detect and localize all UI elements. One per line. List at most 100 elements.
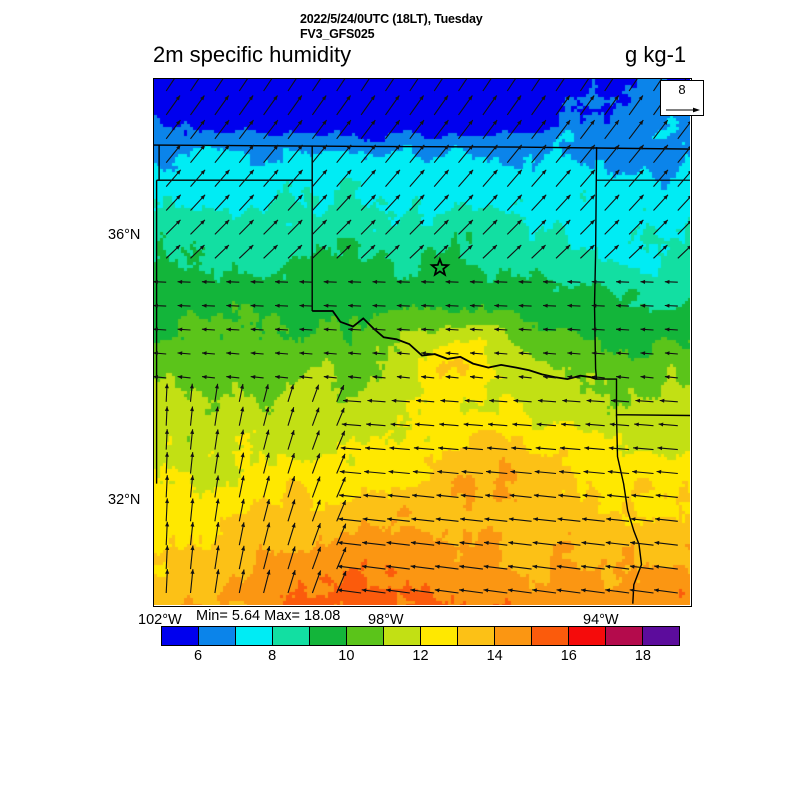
page-title: 2m specific humidity — [153, 42, 352, 67]
wind-vector-arrow — [433, 169, 450, 187]
wind-vector-arrow — [628, 79, 638, 92]
wind-vector-arrow — [287, 384, 294, 402]
wind-vector-arrow — [263, 244, 278, 259]
wind-vector-arrow — [413, 446, 435, 451]
wind-vector-arrow — [177, 327, 191, 332]
lon-tick-98w: 98°W — [368, 612, 404, 628]
wind-vector-arrow — [409, 95, 425, 116]
wind-vector-arrow — [385, 119, 401, 140]
wind-vector-arrow — [634, 422, 654, 427]
wind-vector-arrow — [416, 398, 435, 403]
wind-vector-arrow — [214, 144, 230, 164]
colorbar-tick-16: 16 — [560, 648, 577, 664]
wind-reference-value: 8 — [678, 82, 686, 97]
wind-vector-arrow — [411, 517, 435, 522]
wind-vector-arrow — [458, 144, 474, 164]
wind-vector-arrow — [537, 398, 557, 403]
wind-vector-arrow — [542, 351, 557, 356]
colorbar-segment-10 — [532, 627, 569, 645]
wind-vector-arrow — [534, 469, 557, 475]
map-plot-area[interactable] — [153, 78, 692, 607]
wind-vector-arrow — [412, 469, 435, 475]
wind-vector-arrow — [372, 351, 386, 356]
wind-vector-arrow — [396, 375, 410, 380]
wind-vector-arrow — [165, 521, 170, 546]
wind-vector-arrow — [323, 327, 337, 332]
wind-vector-arrow — [387, 493, 410, 498]
wind-vector-arrow — [609, 422, 630, 427]
wind-vector-arrow — [628, 244, 644, 259]
wind-vector-arrow — [628, 169, 645, 187]
wind-vector-arrow — [438, 446, 459, 451]
colorbar-segment-9 — [495, 627, 532, 645]
wind-vector-arrow — [579, 194, 596, 211]
wind-vector-arrow — [214, 429, 220, 450]
wind-vector-arrow — [460, 517, 483, 522]
wind-vector-arrow — [677, 220, 690, 235]
wind-vector-arrow — [435, 517, 459, 522]
wind-vector-arrow — [580, 244, 595, 259]
wind-vector-arrow — [363, 493, 386, 498]
wind-vector-arrow — [238, 429, 245, 450]
wind-vector-arrow — [506, 119, 522, 140]
wind-vector-arrow — [348, 303, 362, 308]
wind-vector-arrow — [591, 327, 605, 332]
wind-vector-arrow — [608, 446, 630, 451]
wind-vector-arrow — [459, 588, 483, 594]
wind-vector-arrow — [628, 144, 645, 164]
wind-vector-arrow — [340, 446, 362, 451]
wind-vector-arrow — [396, 351, 410, 356]
colorbar-segment-5 — [347, 627, 384, 645]
wind-vector-arrow — [421, 375, 435, 380]
wind-vector-arrow — [214, 383, 219, 402]
station-star-marker[interactable] — [429, 256, 451, 277]
wind-vector-arrow — [214, 244, 230, 259]
colorbar-segment-1 — [199, 627, 236, 645]
wind-vector-arrow — [177, 375, 191, 380]
wind-vector-arrow — [385, 169, 401, 187]
wind-vector-arrow — [214, 545, 220, 570]
wind-vector-arrow — [263, 569, 271, 594]
wind-vector-arrow — [336, 169, 352, 187]
wind-vector-arrow — [189, 429, 195, 450]
wind-vector-arrow — [154, 351, 167, 356]
wind-vector-arrow — [604, 194, 620, 211]
wind-vector-arrow — [165, 194, 182, 211]
wind-vector-arrow — [586, 398, 605, 403]
wind-vector-arrow — [506, 79, 516, 92]
wind-vector-arrow — [164, 406, 169, 426]
wind-vector-arrow — [287, 144, 303, 164]
wind-vector-arrow — [226, 279, 240, 284]
wind-vector-arrow — [360, 194, 377, 211]
wind-vector-arrow — [616, 375, 630, 380]
wind-vector-arrow — [190, 95, 205, 116]
wind-vector-arrow — [287, 219, 303, 235]
wind-vector-arrow — [445, 279, 459, 284]
wind-vector-arrow — [238, 475, 245, 498]
wind-vector-arrow — [201, 375, 215, 380]
wind-vector-arrow — [263, 219, 279, 235]
wind-vector-arrow — [605, 540, 630, 546]
wind-vector-arrow — [483, 588, 508, 594]
wind-vector-arrow — [518, 351, 532, 356]
wind-vector-arrow — [250, 375, 264, 380]
wind-vector-arrow — [610, 398, 630, 403]
wind-vector-arrow — [507, 588, 532, 594]
wind-vector-arrow — [338, 493, 362, 498]
wind-vector-arrow — [164, 429, 169, 450]
wind-vector-arrow — [509, 493, 532, 498]
wind-vector-arrow — [653, 144, 669, 164]
wind-vector-arrow — [263, 169, 279, 187]
colorbar-segment-3 — [273, 627, 310, 645]
wind-vector-arrow — [482, 219, 498, 235]
wind-vector-arrow — [579, 119, 596, 140]
wind-vector-arrow — [263, 119, 279, 140]
wind-vector-arrow — [518, 375, 532, 380]
wind-vector-arrow — [462, 446, 483, 451]
wind-vector-arrow — [165, 545, 170, 570]
wind-vector-arrow — [439, 422, 459, 427]
wind-vector-arrow — [190, 194, 206, 211]
wind-vector-arrow — [487, 422, 508, 427]
wind-vector-arrow — [386, 564, 410, 570]
wind-vector-arrow — [582, 493, 605, 498]
